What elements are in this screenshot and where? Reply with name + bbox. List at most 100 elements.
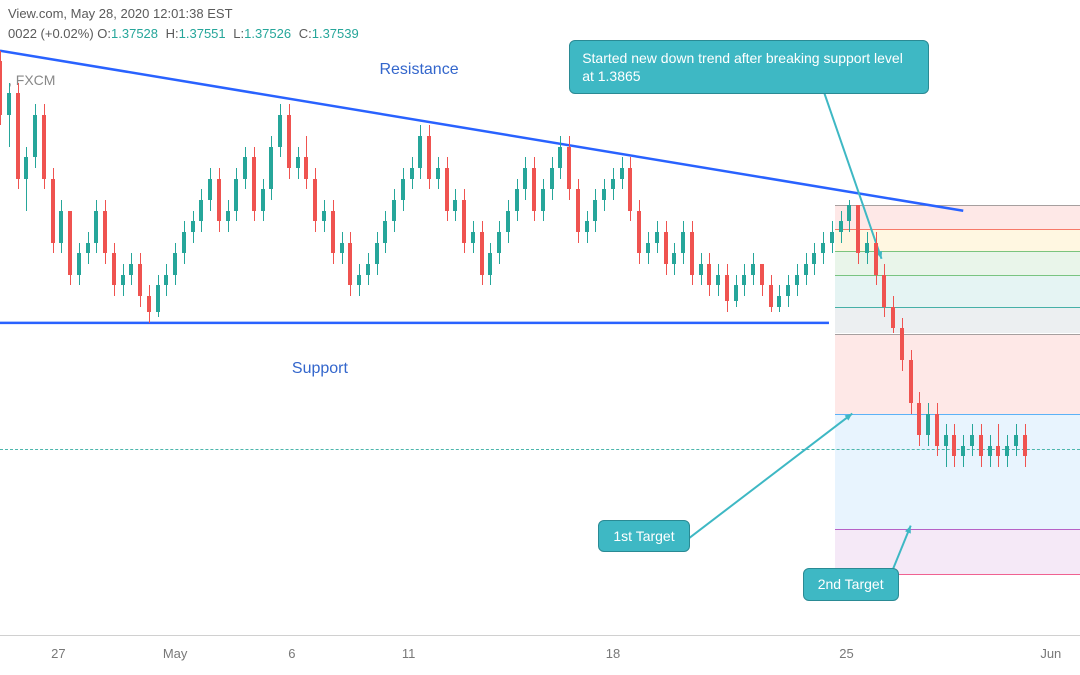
candle-body: [0, 61, 2, 114]
candle-body: [847, 205, 851, 221]
callout-second-target[interactable]: 2nd Target: [803, 568, 899, 600]
price-plot[interactable]: ResistanceSupportStarted new down trend …: [0, 40, 1080, 675]
high-label: H:: [166, 26, 179, 41]
candle-wick: [946, 424, 947, 467]
candle-body: [611, 179, 615, 190]
candle-body: [453, 200, 457, 211]
candle-body: [812, 253, 816, 264]
candle-body: [970, 435, 974, 446]
candle-body: [961, 446, 965, 457]
candle-body: [979, 435, 983, 456]
candle-body: [751, 264, 755, 275]
candle-body: [59, 211, 63, 243]
candle-body: [112, 253, 116, 285]
candle-body: [296, 157, 300, 168]
candle-body: [234, 179, 238, 211]
candle-body: [637, 211, 641, 254]
candle-body: [952, 435, 956, 456]
candle-body: [620, 168, 624, 179]
candle-body: [830, 232, 834, 243]
candle-body: [523, 168, 527, 189]
candle-body: [357, 275, 361, 286]
candle-body: [909, 360, 913, 403]
candle-body: [208, 179, 212, 200]
candle-body: [804, 264, 808, 275]
candle-body: [77, 253, 81, 274]
candle-body: [567, 147, 571, 190]
candle-body: [882, 275, 886, 307]
change-value: 0022 (+0.02%): [8, 26, 94, 41]
candle-body: [383, 221, 387, 242]
source-timestamp: View.com, May 28, 2020 12:01:38 EST: [8, 4, 363, 24]
overlay-svg: [0, 40, 1080, 595]
candle-body: [252, 157, 256, 210]
candle-body: [515, 189, 519, 210]
candle-body: [173, 253, 177, 274]
candle-body: [138, 264, 142, 296]
candle-body: [497, 232, 501, 253]
callout-first-target[interactable]: 1st Target: [598, 520, 689, 552]
candle-body: [602, 189, 606, 200]
xaxis-tick: 6: [288, 646, 295, 661]
high-value: 1.37551: [179, 26, 226, 41]
candle-body: [94, 211, 98, 243]
candle-body: [156, 285, 160, 312]
low-label: L:: [233, 26, 244, 41]
candle-body: [576, 189, 580, 232]
candle-body: [304, 157, 308, 178]
candle-wick: [9, 83, 10, 147]
xaxis-tick: 11: [402, 646, 416, 661]
callout-second-target-arrow-head: [905, 526, 911, 534]
candle-body: [699, 264, 703, 275]
candle-body: [664, 232, 668, 264]
candle-body: [558, 147, 562, 168]
candle-body: [707, 264, 711, 285]
candle-body: [988, 446, 992, 457]
candle-body: [760, 264, 764, 285]
candle-body: [541, 189, 545, 210]
callout-first-target-arrow: [678, 414, 852, 547]
candle-body: [742, 275, 746, 286]
xaxis-tick: Jun: [1040, 646, 1061, 661]
candle-body: [655, 232, 659, 243]
xaxis-tick: 18: [606, 646, 620, 661]
candle-body: [532, 168, 536, 211]
candle-body: [480, 232, 484, 275]
candle-body: [646, 243, 650, 254]
candle-body: [628, 168, 632, 211]
low-value: 1.37526: [244, 26, 291, 41]
candle-body: [996, 446, 1000, 457]
candle-body: [1014, 435, 1018, 446]
candle-body: [839, 221, 843, 232]
candle-body: [261, 189, 265, 210]
candle-body: [366, 264, 370, 275]
candle-body: [488, 253, 492, 274]
candle-body: [191, 221, 195, 232]
candle-body: [821, 243, 825, 254]
candle-body: [462, 200, 466, 243]
candle-body: [681, 232, 685, 253]
candle-body: [42, 115, 46, 179]
candle-body: [129, 264, 133, 275]
candle-body: [865, 243, 869, 254]
candle-body: [856, 205, 860, 253]
open-label: O:: [97, 26, 111, 41]
candle-body: [777, 296, 781, 307]
candle-body: [164, 275, 168, 286]
candle-body: [16, 93, 20, 178]
candle-body: [944, 435, 948, 446]
candle-body: [313, 179, 317, 222]
candle-body: [322, 211, 326, 222]
candle-wick: [26, 147, 27, 211]
candle-body: [550, 168, 554, 189]
candle-body: [427, 136, 431, 179]
candle-body: [672, 253, 676, 264]
support-label: Support: [292, 360, 348, 378]
callout-main[interactable]: Started new down trend after breaking su…: [569, 40, 929, 94]
candle-body: [269, 147, 273, 190]
xaxis-tick: 27: [51, 646, 65, 661]
candle-body: [725, 275, 729, 302]
candle-body: [392, 200, 396, 221]
candle-body: [935, 414, 939, 446]
candle-body: [926, 414, 930, 435]
